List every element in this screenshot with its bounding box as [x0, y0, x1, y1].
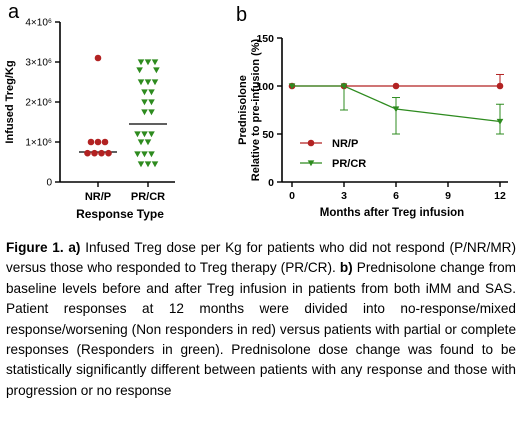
chart-a-x-tick-label: NR/P: [85, 191, 111, 203]
chart-a-data-point: [151, 79, 159, 86]
chart-b-y-tick-label: 150: [256, 33, 274, 45]
chart-a-x-label: Response Type: [76, 207, 164, 221]
chart-a-data-point: [151, 59, 159, 66]
chart-b-y-tick-label: 0: [268, 177, 274, 189]
chart-a-data-point: [94, 54, 102, 62]
caption-figure-label: Figure 1.: [6, 240, 64, 255]
chart-b-data-point: [496, 118, 504, 125]
figure-caption: Figure 1. a) Infused Treg dose per Kg fo…: [6, 238, 516, 401]
chart-a-y-label: Infused Treg/Kg: [4, 60, 16, 143]
chart-a-data-point: [141, 89, 148, 96]
chart-b-series-line: [292, 85, 501, 123]
chart-a-data-point: [105, 149, 112, 157]
chart-a-data-point: [141, 109, 148, 116]
panel-b-letter: b: [236, 4, 247, 26]
caption-b-label: b): [339, 260, 353, 276]
chart-b-y-tick-label: 100: [256, 81, 274, 93]
chart-a-data-point: [151, 161, 159, 168]
chart-a-data-point: [148, 99, 155, 106]
chart-a-data-point: [153, 67, 160, 74]
caption-a-text: Infused Treg dose per Kg for patients wh…: [6, 240, 516, 276]
chart-a-data-point: [98, 149, 105, 157]
chart-a-data-point: [144, 139, 152, 146]
chart-a-data-point: [101, 138, 109, 146]
chart-a-data-point: [141, 151, 148, 158]
chart-b-data-point: [392, 82, 400, 90]
chart-b-legend-label: NR/P: [332, 138, 358, 150]
chart-b-data-point: [496, 82, 504, 90]
chart-a-data-point: [141, 99, 148, 106]
chart-a-data-point: [134, 151, 141, 158]
chart-a-data-point: [134, 131, 141, 138]
chart-b-data-point: [288, 83, 296, 90]
chart-a-y-tick-label: 0: [46, 178, 52, 189]
chart-b-y-label-line1: Prednisolone: [237, 75, 249, 145]
chart-b-data-point: [340, 83, 348, 90]
chart-a-data-point: [144, 59, 152, 66]
chart-a-data-point: [137, 59, 145, 66]
chart-a-data-point: [148, 89, 155, 96]
chart-b-y-tick-label: 50: [262, 129, 274, 141]
chart-a-data-point: [137, 139, 145, 146]
chart-b-legend-marker: [307, 139, 315, 147]
chart-a-data-point: [87, 138, 95, 146]
chart-a-y-tick-label: 3×10⁶: [25, 58, 52, 69]
chart-a-data-point: [148, 131, 155, 138]
chart-a-data-point: [148, 151, 155, 158]
chart-a-data-point: [94, 138, 102, 146]
caption-a-label: a): [68, 240, 81, 255]
panel-a-letter: a: [8, 1, 20, 23]
chart-b-x-label: Months after Treg infusion: [320, 207, 464, 219]
chart-a-data-point: [148, 109, 155, 116]
chart-a-data-point: [136, 67, 143, 74]
chart-a-y-tick-label: 4×10⁶: [25, 18, 52, 29]
caption-b-text: Prednisolone change from baseline levels…: [6, 260, 516, 398]
figure: a 0 1×10⁶ 2×10⁶ 3×10⁶ 4×10⁶ NR/P PR/CR Infuse…: [4, 1, 508, 221]
chart-b-y-label-line2: Relative to pre-infusion (%): [250, 38, 262, 181]
chart-a-data-point: [144, 79, 152, 86]
chart-a-x-tick-label: PR/CR: [131, 191, 165, 203]
chart-b-x-tick-label: 12: [494, 190, 506, 202]
chart-b-x-tick-label: 3: [341, 190, 347, 202]
chart-a-data-point: [137, 161, 145, 168]
chart-b-x-tick-label: 6: [393, 190, 399, 202]
chart-a-data-point: [144, 161, 152, 168]
chart-a: 0 1×10⁶ 2×10⁶ 3×10⁶ 4×10⁶ NR/P PR/CR Infused …: [4, 18, 175, 221]
chart-a-data-point: [84, 149, 91, 157]
chart-a-data-point: [137, 79, 145, 86]
chart-a-y-tick-label: 1×10⁶: [25, 138, 52, 149]
chart-b-legend-label: PR/CR: [332, 158, 366, 170]
chart-a-data-point: [91, 149, 98, 157]
chart-b-x-tick-label: 9: [445, 190, 451, 202]
chart-b-legend-marker: [307, 160, 315, 167]
chart-b-data-point: [392, 106, 400, 113]
chart-a-data-point: [141, 131, 148, 138]
chart-b-x-tick-label: 0: [289, 190, 295, 202]
chart-a-y-tick-label: 2×10⁶: [25, 98, 52, 109]
